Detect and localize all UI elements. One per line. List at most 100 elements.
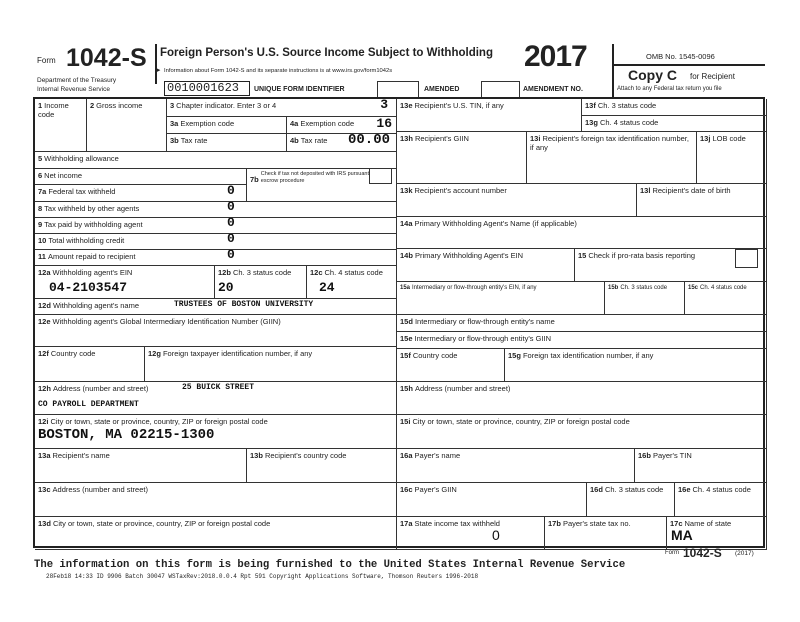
box-12c[interactable]: 12c Ch. 4 status code 24 bbox=[307, 266, 397, 299]
box-number: 6 bbox=[38, 171, 43, 180]
box-label: Tax paid by withholding agent bbox=[44, 220, 143, 229]
box-label: Ch. 3 status code bbox=[232, 268, 292, 277]
box-3b[interactable]: 3b Tax rate bbox=[167, 134, 287, 152]
form-grid: 1 Income code 2 Gross income 3 Chapter indica… bbox=[33, 97, 767, 550]
box-label: Address (number and street) bbox=[414, 384, 511, 393]
box-value: 0 bbox=[227, 202, 235, 214]
box-4b[interactable]: 4b Tax rate 00.00 bbox=[287, 134, 397, 152]
box-label: Recipient's U.S. TIN, if any bbox=[414, 101, 504, 110]
box-5[interactable]: 5 Withholding allowance bbox=[35, 152, 397, 169]
form-number: 1042-S bbox=[66, 44, 147, 72]
box-16c[interactable]: 16c Payer's GIIN bbox=[397, 483, 587, 517]
box-8[interactable]: 8 Tax withheld by other agents 0 bbox=[35, 202, 397, 218]
box-value: 3 bbox=[380, 99, 388, 112]
box-15e[interactable]: 15e Intermediary or flow-through entity's… bbox=[397, 332, 767, 349]
box-number: 17b bbox=[548, 519, 561, 528]
irs-notice: The information on this form is being fu… bbox=[34, 559, 626, 571]
box-16e[interactable]: 16e Ch. 4 status code bbox=[675, 483, 767, 517]
box-16a[interactable]: 16a Payer's name bbox=[397, 449, 635, 483]
box-number: 8 bbox=[38, 204, 43, 213]
box-15d[interactable]: 15d Intermediary or flow-through entity's… bbox=[397, 315, 767, 332]
box-label: Recipient's account number bbox=[414, 186, 507, 195]
box-13l[interactable]: 13l Recipient's date of birth bbox=[637, 184, 767, 217]
box-13c[interactable]: 13c Address (number and street) bbox=[35, 483, 397, 517]
box-number: 15a bbox=[400, 285, 411, 291]
box-15[interactable]: 15 Check if pro-rata basis reporting bbox=[575, 249, 767, 282]
box-label: Recipient's name bbox=[52, 451, 110, 460]
box-10[interactable]: 10 Total withholding credit 0 bbox=[35, 234, 397, 250]
box-number: 12g bbox=[148, 349, 161, 358]
box-12f[interactable]: 12f Country code bbox=[35, 347, 145, 382]
box-13i[interactable]: 13i Recipient's foreign tax identificatio… bbox=[527, 132, 697, 184]
box-13d[interactable]: 13d City or town, state or province, coun… bbox=[35, 517, 397, 550]
box-label: Recipient's GIIN bbox=[414, 134, 469, 143]
box-13b[interactable]: 13b Recipient's country code bbox=[247, 449, 397, 483]
box-13k[interactable]: 13k Recipient's account number bbox=[397, 184, 637, 217]
box-14a[interactable]: 14a Primary Withholding Agent's Name (if … bbox=[397, 217, 767, 249]
box-12h[interactable]: 12h Address (number and street) 25 BUICK S… bbox=[35, 382, 397, 415]
footer-form-word: Form bbox=[665, 550, 679, 556]
box-number: 15g bbox=[508, 351, 521, 360]
box-12b[interactable]: 12b Ch. 3 status code 20 bbox=[215, 266, 307, 299]
box-2[interactable]: 2 Gross income bbox=[87, 99, 167, 152]
box-label: Ch. 4 status code bbox=[599, 118, 659, 127]
box-label: Recipient's country code bbox=[264, 451, 347, 460]
box-1[interactable]: 1 Income code bbox=[35, 99, 87, 152]
copy-for-label: for Recipient bbox=[690, 72, 735, 81]
box-11[interactable]: 11 Amount repaid to recipient 0 bbox=[35, 250, 397, 266]
box-number: 15h bbox=[400, 384, 413, 393]
box-13a[interactable]: 13a Recipient's name bbox=[35, 449, 247, 483]
box-number: 13i bbox=[530, 134, 541, 143]
box-7a[interactable]: 7a Federal tax withheld 0 bbox=[35, 185, 247, 202]
box-15b[interactable]: 15b Ch. 3 status code bbox=[605, 282, 685, 315]
box-12a[interactable]: 12a Withholding agent's EIN 04-2103547 bbox=[35, 266, 215, 299]
box-label: Ch. 3 status code bbox=[604, 485, 664, 494]
box-number: 13e bbox=[400, 101, 413, 110]
box-label: Intermediary or flow-through entity's na… bbox=[414, 317, 555, 326]
box-value: 16 bbox=[376, 117, 392, 131]
box-17a[interactable]: 17a State income tax withheld 0 bbox=[397, 517, 545, 550]
box-number: 16e bbox=[678, 485, 691, 494]
box-17b[interactable]: 17b Payer's state tax no. bbox=[545, 517, 667, 550]
box-13g[interactable]: 13g Ch. 4 status code bbox=[582, 116, 767, 132]
box-number: 3a bbox=[170, 119, 179, 128]
box-3a[interactable]: 3a Exemption code bbox=[167, 117, 287, 134]
box-9[interactable]: 9 Tax paid by withholding agent 0 bbox=[35, 218, 397, 234]
box-label: Payer's name bbox=[414, 451, 461, 460]
box-12i[interactable]: 12i City or town, state or province, coun… bbox=[35, 415, 397, 449]
box-15g[interactable]: 15g Foreign tax identification number, if… bbox=[505, 349, 767, 382]
box-label: Primary Withholding Agent's Name (if app… bbox=[414, 219, 577, 228]
box-4a[interactable]: 4a Exemption code 16 bbox=[287, 117, 397, 134]
checkbox[interactable] bbox=[369, 169, 392, 184]
box-16d[interactable]: 16d Ch. 3 status code bbox=[587, 483, 675, 517]
box-number: 4a bbox=[290, 119, 299, 128]
box-6[interactable]: 6 Net income bbox=[35, 169, 247, 185]
checkbox[interactable] bbox=[735, 249, 758, 268]
box-number: 14a bbox=[400, 219, 413, 228]
box-17c[interactable]: 17c Name of state MA bbox=[667, 517, 767, 550]
box-15f[interactable]: 15f Country code bbox=[397, 349, 505, 382]
box-7b[interactable]: 7bCheck if tax not deposited with IRS pu… bbox=[247, 169, 397, 202]
box-12d[interactable]: 12d Withholding agent's name TRUSTEES OF B… bbox=[35, 299, 397, 315]
box-13e[interactable]: 13e Recipient's U.S. TIN, if any bbox=[397, 99, 582, 132]
box-13h[interactable]: 13h Recipient's GIIN bbox=[397, 132, 527, 184]
box-12g[interactable]: 12g Foreign taxpayer identification numbe… bbox=[145, 347, 397, 382]
box-13j[interactable]: 13j LOB code bbox=[697, 132, 767, 184]
box-15i[interactable]: 15i City or town, state or province, coun… bbox=[397, 415, 767, 449]
box-14b[interactable]: 14b Primary Withholding Agent's EIN bbox=[397, 249, 575, 282]
box-16b[interactable]: 16b Payer's TIN bbox=[635, 449, 767, 483]
box-number: 11 bbox=[38, 252, 46, 261]
box-label: State income tax withheld bbox=[414, 519, 500, 528]
box-number: 15c bbox=[688, 285, 699, 291]
box-12e[interactable]: 12e Withholding agent's Global Intermedia… bbox=[35, 315, 397, 347]
box-label: Foreign taxpayer identification number, … bbox=[162, 349, 313, 358]
tax-year: 2017 bbox=[524, 40, 588, 73]
box-15h[interactable]: 15h Address (number and street) bbox=[397, 382, 767, 415]
box-15a[interactable]: 15a Intermediary or flow-through entity's… bbox=[397, 282, 605, 315]
box-label: Withholding agent's name bbox=[52, 301, 140, 310]
box-number: 12c bbox=[310, 268, 323, 277]
box-15c[interactable]: 15c Ch. 4 status code bbox=[685, 282, 767, 315]
box-13f[interactable]: 13f Ch. 3 status code bbox=[582, 99, 767, 116]
